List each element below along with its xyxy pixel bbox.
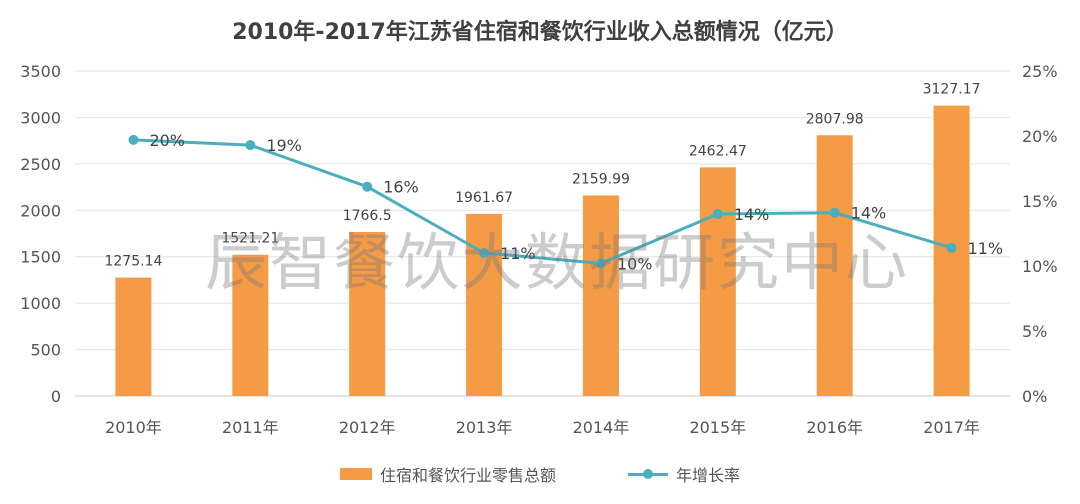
y-left-tick-label: 1000 (20, 294, 61, 313)
x-tick-label: 2013年 (456, 418, 513, 437)
bar (816, 135, 853, 396)
bar (582, 195, 619, 396)
x-tick-label: 2010年 (105, 418, 162, 437)
x-axis: 2010年 2011年 2012年 2013年 2014年 2015年 2016年 2017年 (105, 418, 980, 437)
line-series: 20% 19% 16% 11% 10% 14% 14% 11% (128, 131, 1004, 273)
bar-value-label: 1521.21 (221, 231, 279, 247)
y-right-tick-label: 20% (1022, 127, 1058, 146)
line-value-label: 11% (968, 239, 1004, 258)
legend-line-swatch (628, 468, 668, 480)
bar-value-label: 2462.47 (689, 143, 747, 159)
y-right-tick-label: 0% (1022, 387, 1047, 406)
line-value-label: 16% (383, 178, 419, 197)
bar-value-label: 3127.17 (923, 82, 981, 98)
legend-label: 年增长率 (676, 466, 741, 485)
growth-line (133, 138, 952, 265)
x-tick-label: 2017年 (923, 418, 980, 437)
x-tick-label: 2016年 (806, 418, 863, 437)
line-point (829, 207, 840, 218)
line-point (128, 134, 139, 145)
y-right-tick-label: 10% (1022, 257, 1058, 276)
bar-value-label: 1766.5 (343, 208, 392, 224)
line-point (595, 258, 606, 269)
line-point (362, 181, 373, 192)
right-axis: 0% 5% 10% 15% 20% 25% (1022, 62, 1058, 406)
bar-value-label: 1275.14 (104, 254, 162, 270)
x-tick-label: 2012年 (339, 418, 396, 437)
line-point (479, 248, 490, 258)
y-left-tick-label: 1500 (20, 248, 61, 267)
bar-value-label: 2807.98 (806, 111, 864, 127)
bar-value-label: 1961.67 (455, 190, 513, 206)
y-left-tick-label: 0 (51, 387, 61, 406)
bar-value-label: 2159.99 (572, 171, 630, 187)
bar (699, 167, 736, 396)
chart-title: 2010年-2017年江苏省住宿和餐饮行业收入总额情况（亿元） (232, 20, 848, 45)
x-tick-label: 2015年 (689, 418, 746, 437)
x-tick-label: 2014年 (573, 418, 630, 437)
y-left-tick-label: 3000 (20, 108, 61, 127)
line-value-label: 11% (500, 244, 536, 263)
left-axis: 0 500 1000 1500 2000 2500 3000 3500 (20, 62, 61, 406)
gridlines (75, 70, 1010, 397)
bar-series: 1275.14 1521.21 1766.5 1961.67 2159.99 2462.4… (104, 82, 981, 396)
y-left-tick-label: 3500 (20, 62, 61, 81)
bar (466, 213, 503, 396)
watermark: 辰智餐饮大数据研究中心 (205, 226, 910, 299)
line-value-label: 14% (851, 204, 887, 223)
legend-item-line[interactable]: 年增长率 (628, 462, 740, 486)
line-point (245, 140, 256, 151)
line-point (712, 209, 723, 219)
line-value-label: 19% (266, 136, 302, 155)
line-value-label: 10% (617, 254, 653, 273)
y-right-tick-label: 25% (1022, 62, 1058, 81)
legend-bar-swatch (340, 468, 372, 480)
x-tick-label: 2011年 (222, 418, 279, 437)
y-left-tick-label: 2500 (20, 155, 61, 174)
line-value-label: 14% (734, 205, 770, 224)
legend-label: 住宿和餐饮行业零售总额 (380, 466, 557, 485)
bar (115, 277, 152, 396)
y-left-tick-label: 500 (30, 341, 61, 360)
legend-item-bars[interactable]: 住宿和餐饮行业零售总额 (340, 462, 556, 486)
bar (349, 231, 386, 396)
line-point (946, 242, 957, 253)
bar (232, 254, 269, 396)
line-value-label: 20% (149, 131, 185, 150)
y-right-tick-label: 5% (1022, 322, 1047, 341)
y-right-tick-label: 15% (1022, 192, 1058, 211)
y-left-tick-label: 2000 (20, 201, 61, 220)
